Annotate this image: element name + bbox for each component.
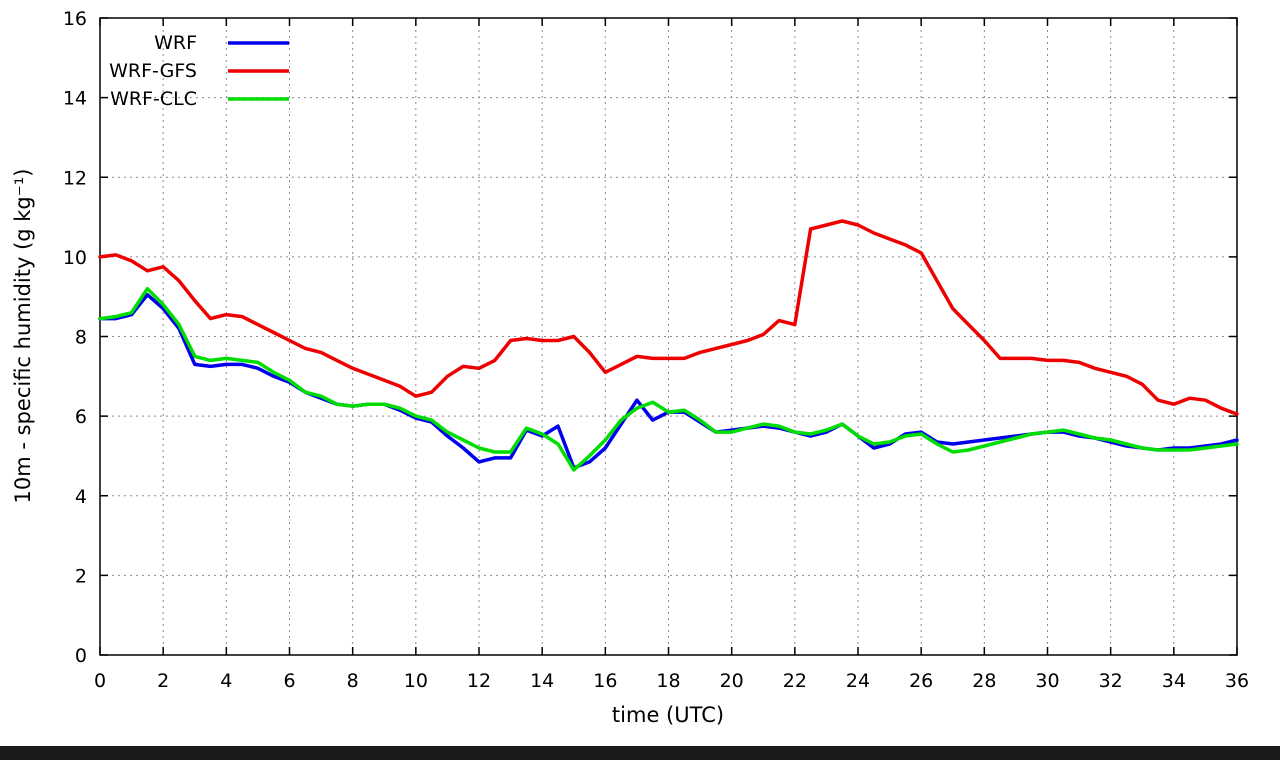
x-tick-label: 16 — [593, 670, 617, 692]
x-tick-label: 28 — [972, 670, 996, 692]
x-tick-label: 22 — [783, 670, 807, 692]
x-tick-label: 4 — [220, 670, 232, 692]
y-tick-label: 2 — [75, 565, 87, 587]
y-tick-label: 14 — [63, 88, 87, 110]
x-tick-label: 0 — [94, 670, 106, 692]
legend-entry-wrf-clc: WRF-CLC — [110, 88, 289, 110]
x-tick-label: 32 — [1099, 670, 1123, 692]
x-tick-label: 34 — [1162, 670, 1186, 692]
axis-tick-marks — [99, 17, 1238, 656]
series-line-wrf-gfs — [98, 219, 1239, 416]
x-tick-label: 12 — [467, 670, 491, 692]
legend-label-wrf: WRF — [154, 32, 197, 54]
x-tick-label: 18 — [656, 670, 680, 692]
x-tick-label: 26 — [909, 670, 933, 692]
series-line-wrf-clc — [98, 286, 1239, 472]
y-tick-labels: 0 2 4 6 8 10 12 14 16 — [63, 8, 87, 667]
legend: WRF WRF-GFS WRF-CLC — [109, 32, 289, 110]
x-tick-label: 6 — [283, 670, 295, 692]
x-tick-label: 20 — [720, 670, 744, 692]
legend-entry-wrf: WRF — [154, 32, 289, 54]
x-tick-label: 30 — [1035, 670, 1059, 692]
x-tick-labels: 0 2 4 6 8 10 12 14 16 18 20 22 24 26 28 30 32 34 36 — [94, 670, 1249, 692]
bottom-strip — [0, 746, 1280, 760]
legend-label-wrf-clc: WRF-CLC — [110, 88, 197, 110]
y-tick-label: 0 — [75, 645, 87, 667]
x-axis-label: time (UTC) — [612, 703, 724, 727]
x-tick-label: 2 — [157, 670, 169, 692]
plot-border — [99, 17, 1238, 656]
y-axis-label: 10m - specific humidity (g kg⁻¹) — [11, 169, 35, 504]
y-tick-label: 8 — [75, 327, 87, 349]
y-tick-label: 16 — [63, 8, 87, 30]
legend-label-wrf-gfs: WRF-GFS — [109, 60, 197, 82]
y-tick-label: 4 — [75, 486, 87, 508]
x-tick-label: 36 — [1225, 670, 1249, 692]
y-tick-label: 10 — [63, 247, 87, 269]
y-tick-label: 12 — [63, 167, 87, 189]
x-tick-label: 14 — [530, 670, 554, 692]
x-tick-label: 10 — [404, 670, 428, 692]
y-tick-label: 6 — [75, 406, 87, 428]
x-tick-label: 8 — [347, 670, 359, 692]
legend-entry-wrf-gfs: WRF-GFS — [109, 60, 289, 82]
series-lines — [98, 219, 1239, 472]
x-tick-label: 24 — [846, 670, 870, 692]
